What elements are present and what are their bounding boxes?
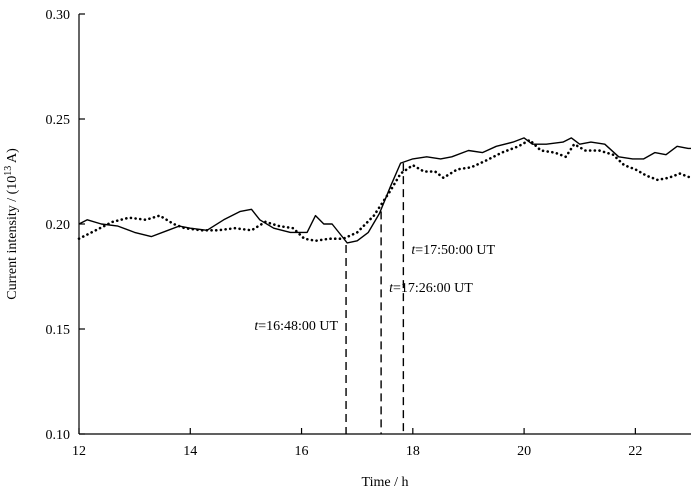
annotation-time: =16:48:00 UT [258, 319, 338, 334]
x-axis-title: Time / h [362, 475, 409, 490]
solid-series-line [78, 137, 691, 244]
x-tick-label: 20 [517, 444, 531, 459]
annotations-layer: t=16:48:00 UTt=17:26:00 UTt=17:50:00 UT [254, 163, 496, 434]
x-tick-label: 22 [628, 444, 642, 459]
ticks-layer: 12 14 16 18 20 22 0.10 0.15 0.20 0.25 0.30 [46, 8, 643, 459]
y-axis-title-prefix: Current intensity / (10 [5, 176, 20, 300]
y-tick-label: 0.30 [46, 8, 71, 23]
annotation-var: t [254, 319, 259, 334]
x-tick-label: 18 [406, 444, 420, 459]
y-tick-label: 0.15 [46, 323, 71, 338]
dotted-series-line [77, 138, 693, 243]
x-tick-label: 14 [183, 444, 197, 459]
y-tick-label: 0.20 [46, 218, 71, 233]
annotation-var: t [389, 281, 394, 296]
y-tick-label: 0.25 [46, 113, 71, 128]
annotation-time: =17:50:00 UT [415, 243, 495, 258]
series-layer [77, 137, 693, 244]
x-tick-label: 16 [295, 444, 309, 459]
axes-layer [78, 14, 691, 435]
annotation-var: t [411, 243, 416, 258]
annotation-label: t=16:48:00 UT [254, 319, 338, 334]
y-axis-title: Current intensity / (1013 A) [3, 148, 20, 300]
y-axis-title-exponent: 13 [3, 166, 14, 176]
annotation-label: t=17:50:00 UT [411, 243, 495, 258]
annotation-time: =17:26:00 UT [393, 281, 473, 296]
annotation-label: t=17:26:00 UT [389, 281, 473, 296]
x-tick-label: 12 [72, 444, 86, 459]
y-tick-label: 0.10 [46, 428, 71, 443]
y-axis-title-suffix: A) [5, 148, 20, 166]
